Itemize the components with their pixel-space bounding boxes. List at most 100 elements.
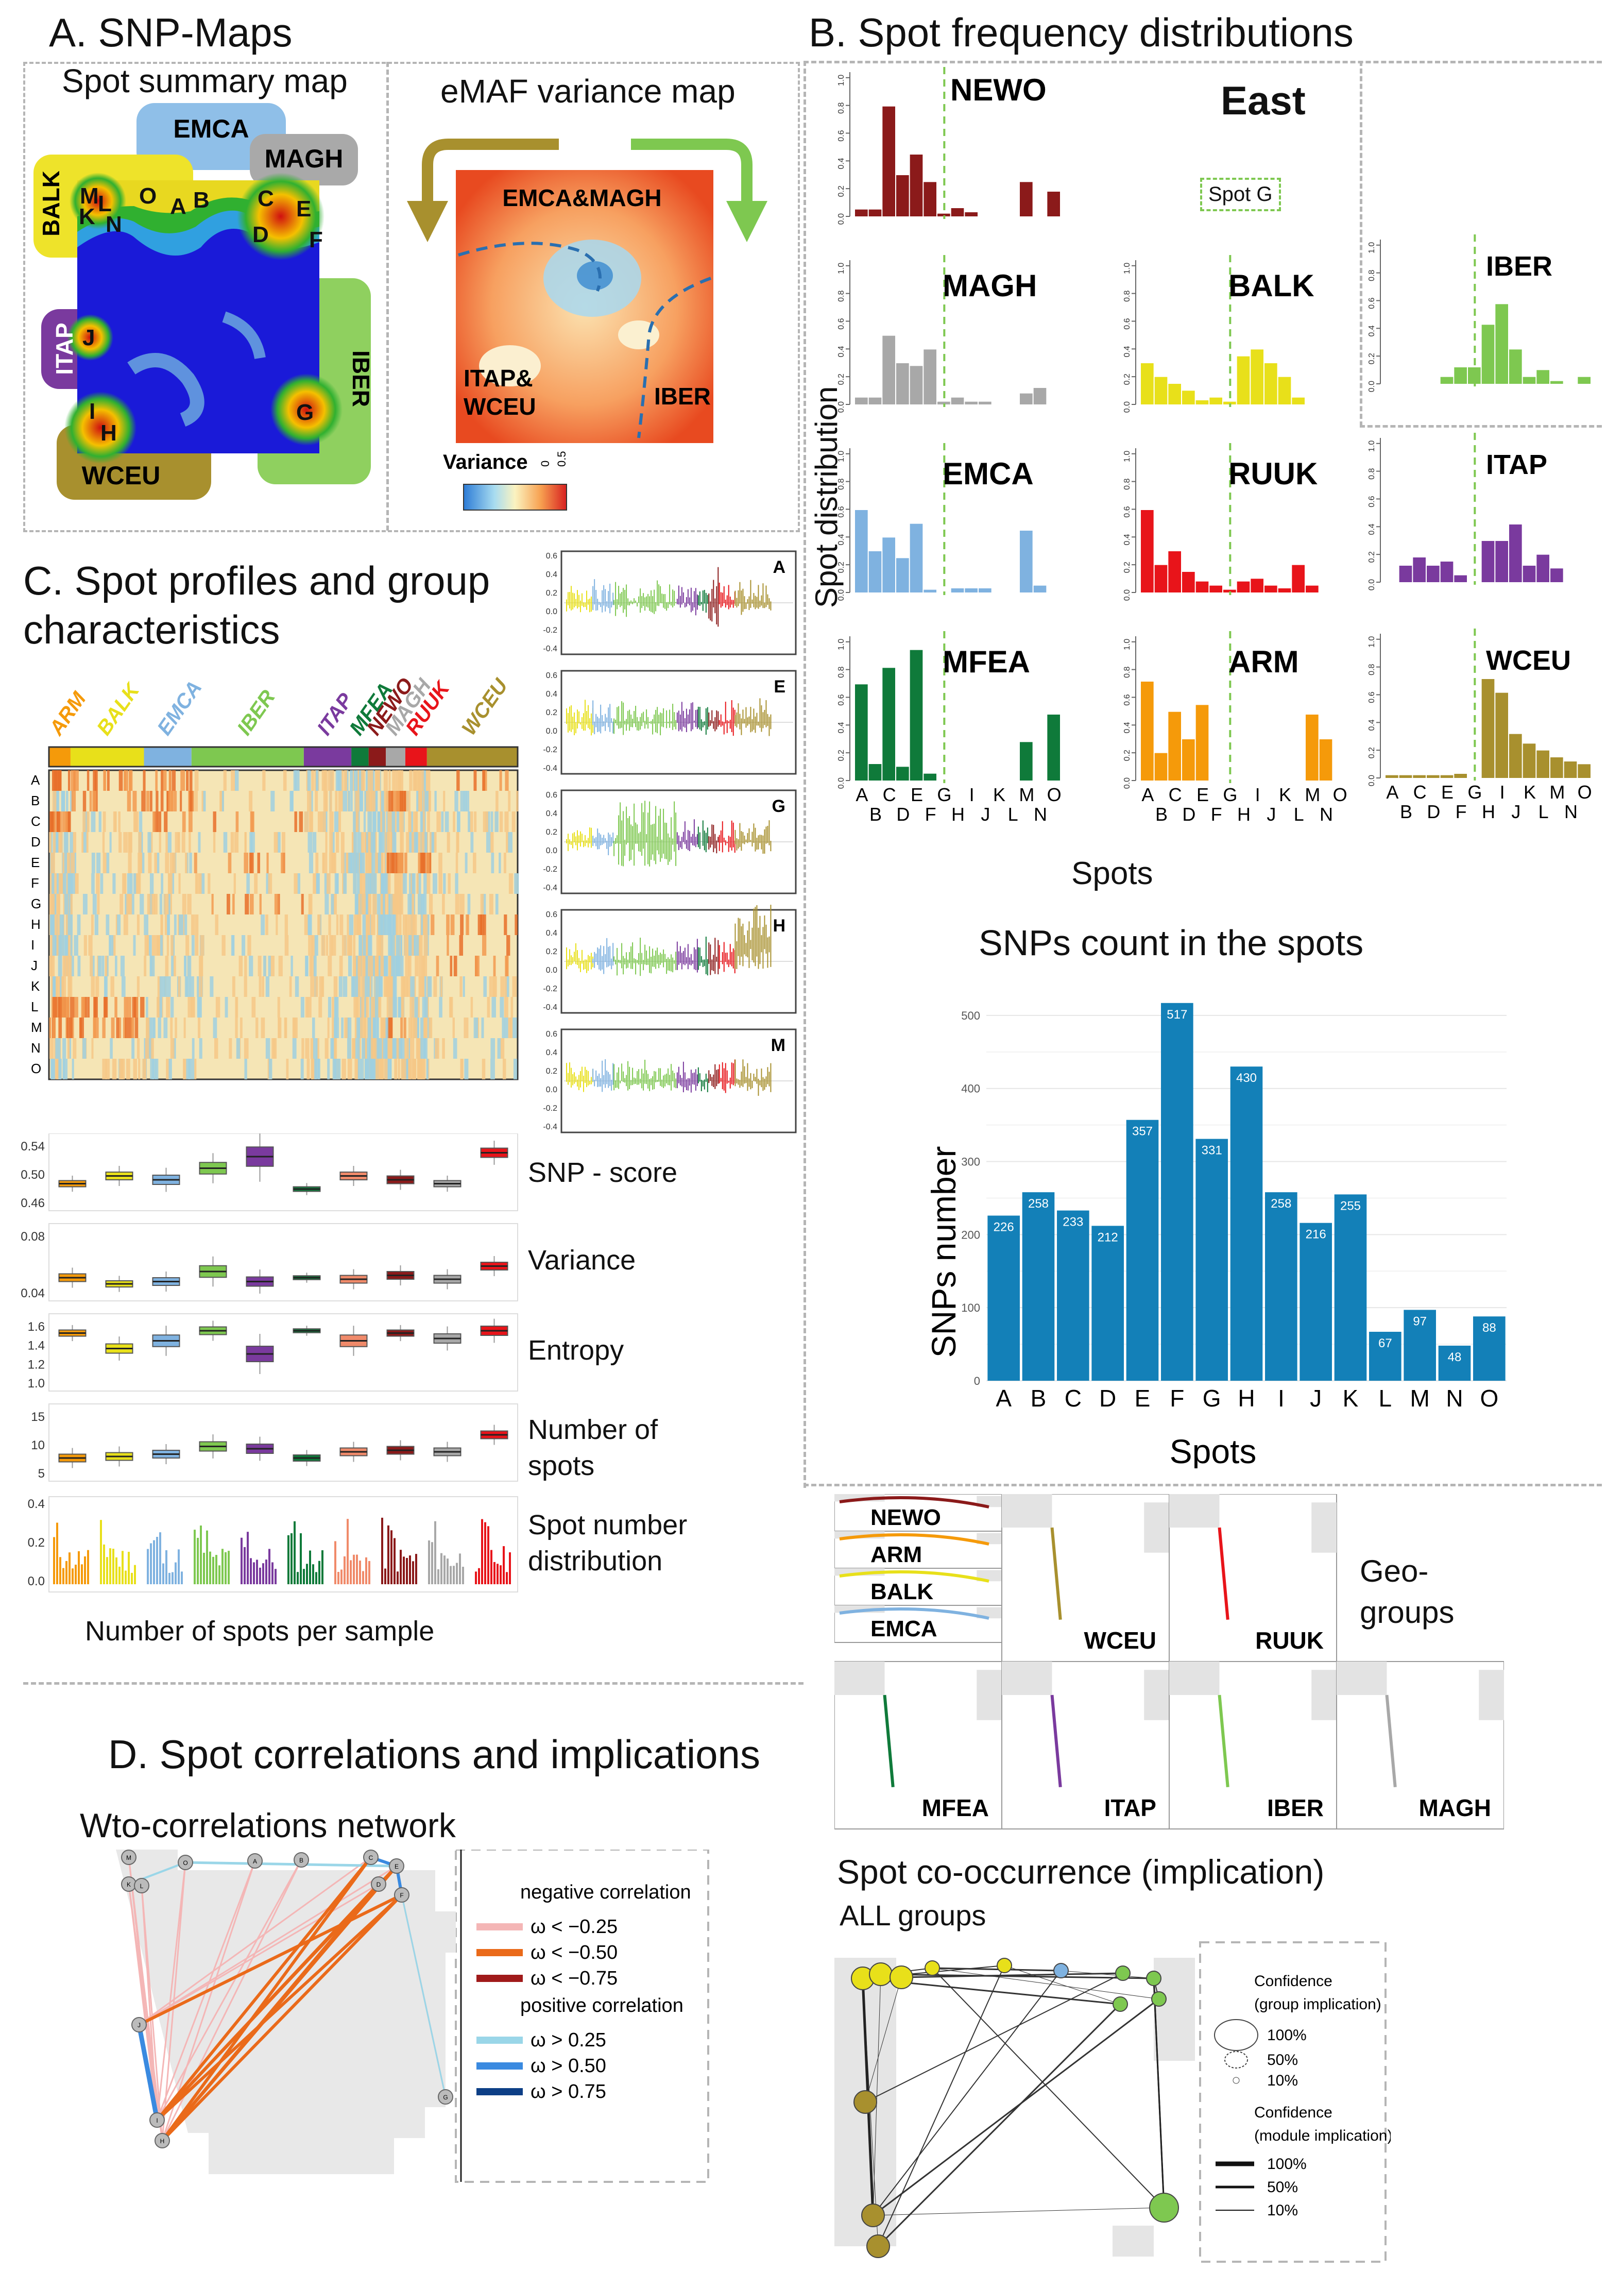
hist-ytick: 0.2 <box>1367 551 1376 563</box>
heat-cell <box>197 997 201 1018</box>
heat-cell <box>157 853 160 873</box>
heat-cell <box>333 894 337 914</box>
group-colorbar-seg <box>405 747 427 767</box>
heat-cell <box>341 935 347 956</box>
heat-cell <box>293 770 297 791</box>
group-colorbar-seg <box>144 747 192 767</box>
heat-cell <box>187 956 192 976</box>
heat-cell <box>489 976 492 997</box>
heat-cell <box>186 770 189 791</box>
heat-cell <box>114 811 117 832</box>
heat-cell <box>422 811 425 832</box>
dist-spike <box>259 1567 261 1584</box>
heat-cell <box>91 811 96 832</box>
heat-cell <box>481 1018 484 1038</box>
heat-cell <box>406 791 411 811</box>
hist-group-label: ITAP <box>1486 449 1547 480</box>
variance-colorbar <box>463 484 567 511</box>
heat-cell <box>470 997 473 1018</box>
svg-text:G: G <box>296 400 314 425</box>
geo-label: IBER <box>1267 1794 1324 1821</box>
dist-spike <box>225 1552 227 1584</box>
cooc-node <box>890 1965 913 1989</box>
heat-cell <box>309 853 314 873</box>
hist-xtick: O <box>1578 782 1592 803</box>
heat-cell <box>327 1059 330 1079</box>
heat-cell <box>509 1018 513 1038</box>
hist-ytick: 0.0 <box>837 589 846 601</box>
legend-pos-025: ω > 0.25 <box>531 2029 606 2051</box>
heat-cell <box>149 873 154 894</box>
heat-cell <box>311 770 314 791</box>
heat-cell <box>328 997 332 1018</box>
heat-cell <box>365 956 368 976</box>
heat-cell <box>376 770 381 791</box>
heat-cell <box>317 914 321 935</box>
boxplot-ytick: 0.08 <box>21 1230 45 1244</box>
snp-bar <box>1230 1066 1263 1381</box>
heat-cell <box>422 956 428 976</box>
hist-xtick: E <box>911 784 923 805</box>
heat-cell <box>475 956 480 976</box>
snp-bar-label: 97 <box>1413 1314 1427 1328</box>
heat-cell <box>365 914 370 935</box>
hist-bar <box>1523 566 1536 582</box>
heat-cell <box>144 956 147 976</box>
hist-bar <box>1536 554 1549 582</box>
hist-bar <box>882 106 895 216</box>
hist-bar <box>1223 401 1236 404</box>
heat-cell <box>363 811 366 832</box>
heat-row-label: F <box>31 875 39 891</box>
heat-cell <box>360 956 365 976</box>
heat-cell <box>395 873 399 894</box>
dist-spike <box>265 1560 267 1584</box>
heat-cell <box>353 770 358 791</box>
heat-cell <box>105 956 108 976</box>
heat-cell <box>257 853 261 873</box>
cooc-node <box>861 2204 885 2227</box>
heat-cell <box>415 956 419 976</box>
hist-bar <box>1386 775 1398 778</box>
heat-cell <box>367 1038 371 1059</box>
heat-cell <box>358 956 362 976</box>
heat-cell <box>50 832 53 853</box>
heat-cell <box>411 811 413 832</box>
hist-ytick: 0.8 <box>837 103 846 114</box>
hist-bar <box>937 401 950 404</box>
heat-cell <box>350 791 353 811</box>
heat-cell <box>74 935 78 956</box>
heat-cell <box>208 873 211 894</box>
hist-xtick: C <box>1413 782 1427 803</box>
heat-cell <box>315 853 319 873</box>
heat-cell <box>372 1038 377 1059</box>
heat-cell <box>338 811 341 832</box>
hist-bar <box>951 397 964 404</box>
hist-bar <box>1264 363 1277 404</box>
edge-neg-weak <box>128 1884 158 2121</box>
cooc-network: Confidence (group implication) 100% 50% … <box>834 1937 1391 2267</box>
heat-cell <box>356 1018 361 1038</box>
heat-cell <box>156 791 159 811</box>
heat-cell <box>417 997 420 1018</box>
heat-cell <box>366 791 370 811</box>
profile-ytick: -0.4 <box>543 1003 557 1012</box>
heat-cell <box>189 770 193 791</box>
heat-cell <box>168 770 172 791</box>
heat-cell <box>445 811 449 832</box>
heat-cell <box>159 976 163 997</box>
heat-cell <box>70 791 73 811</box>
heat-cell <box>358 853 362 873</box>
geo-edge <box>839 1533 989 1546</box>
heat-cell <box>50 894 55 914</box>
heat-cell <box>367 811 372 832</box>
heat-cell <box>69 853 72 873</box>
heat-cell <box>64 894 69 914</box>
hist-ytick: 0.2 <box>1123 750 1132 761</box>
heat-cell <box>259 976 262 997</box>
heat-cell <box>173 791 177 811</box>
heat-cell <box>331 894 334 914</box>
hist-bar <box>924 589 936 592</box>
heat-cell <box>358 770 363 791</box>
profile-ytick: -0.2 <box>543 865 557 874</box>
hist-xtick: K <box>1279 784 1291 805</box>
